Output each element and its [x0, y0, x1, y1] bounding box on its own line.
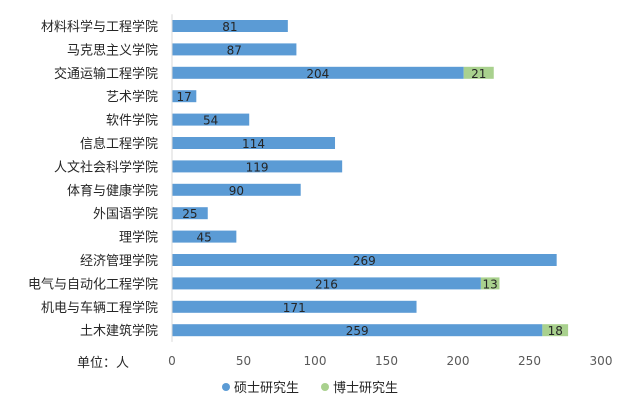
bar-master — [172, 230, 237, 243]
data-label: 13 — [483, 277, 498, 291]
category-label: 经济管理学院 — [80, 253, 158, 269]
bar-master — [172, 183, 301, 196]
data-label: 90 — [229, 184, 244, 198]
category-label: 电气与自动化工程学院 — [28, 276, 158, 292]
category-label: 马克思主义学院 — [67, 42, 158, 58]
x-tick-label: 0 — [168, 354, 176, 368]
x-tick-label: 100 — [304, 354, 327, 368]
data-label: 87 — [227, 43, 242, 57]
bar-master — [172, 160, 343, 173]
legend-item: 博士研究生 — [321, 381, 398, 396]
category-label: 软件学院 — [106, 113, 158, 129]
category-label: 体育与健康学院 — [67, 183, 158, 199]
unit-label: 单位：人 — [77, 356, 129, 371]
category-label: 外国语学院 — [93, 206, 158, 222]
bar-master — [172, 20, 288, 32]
bar-master — [172, 277, 481, 290]
data-label: 21 — [471, 67, 486, 81]
bar-master — [172, 324, 543, 337]
category-label: 理学院 — [119, 230, 158, 246]
category-label: 艺术学院 — [106, 89, 158, 105]
category-label: 土木建筑学院 — [80, 323, 158, 339]
legend: 硕士研究生 博士研究生 — [222, 381, 398, 396]
x-tick-label: 50 — [236, 354, 251, 368]
bar-master — [172, 300, 417, 313]
data-label: 269 — [353, 254, 376, 268]
category-label: 材料科学与工程学院 — [41, 19, 158, 35]
bar-master — [172, 254, 557, 266]
bar-master — [172, 66, 464, 79]
x-tick-label: 250 — [518, 354, 541, 368]
bar-doctor — [542, 324, 569, 337]
category-labels: 材料科学与工程学院马克思主义学院交通运输工程学院艺术学院软件学院信息工程学院人文… — [28, 19, 158, 339]
bar-master — [172, 137, 336, 149]
legend-item: 硕士研究生 — [222, 381, 299, 396]
bar-doctor — [480, 277, 500, 290]
category-label: 交通运输工程学院 — [54, 66, 158, 82]
data-label: 45 — [197, 231, 212, 245]
data-label: 54 — [203, 114, 218, 128]
bar-master — [172, 113, 250, 126]
data-label: 17 — [177, 90, 192, 104]
data-label: 216 — [315, 277, 338, 291]
data-label: 204 — [306, 67, 329, 81]
category-label: 信息工程学院 — [80, 136, 158, 152]
data-label: 114 — [242, 137, 265, 151]
legend-label: 硕士研究生 — [234, 381, 299, 396]
legend-marker — [222, 383, 230, 391]
data-label: 25 — [182, 207, 197, 221]
bar-master — [172, 207, 208, 220]
data-label: 119 — [246, 160, 269, 174]
category-label: 人文社会科学学院 — [54, 159, 158, 175]
data-label: 18 — [548, 324, 563, 338]
bar-master — [172, 90, 197, 103]
legend-label: 博士研究生 — [333, 381, 398, 396]
bar-doctor — [463, 66, 494, 79]
x-tick-label: 300 — [590, 354, 613, 368]
x-tick-label: 150 — [375, 354, 398, 368]
data-label: 81 — [222, 20, 237, 34]
data-label: 259 — [346, 324, 369, 338]
category-label: 机电与车辆工程学院 — [41, 300, 158, 316]
bar-master — [172, 43, 297, 56]
data-label: 171 — [283, 301, 306, 315]
x-axis: 0 50 100 150 200 250 300 — [168, 14, 612, 368]
legend-marker — [321, 383, 329, 391]
x-tick-label: 200 — [447, 354, 470, 368]
